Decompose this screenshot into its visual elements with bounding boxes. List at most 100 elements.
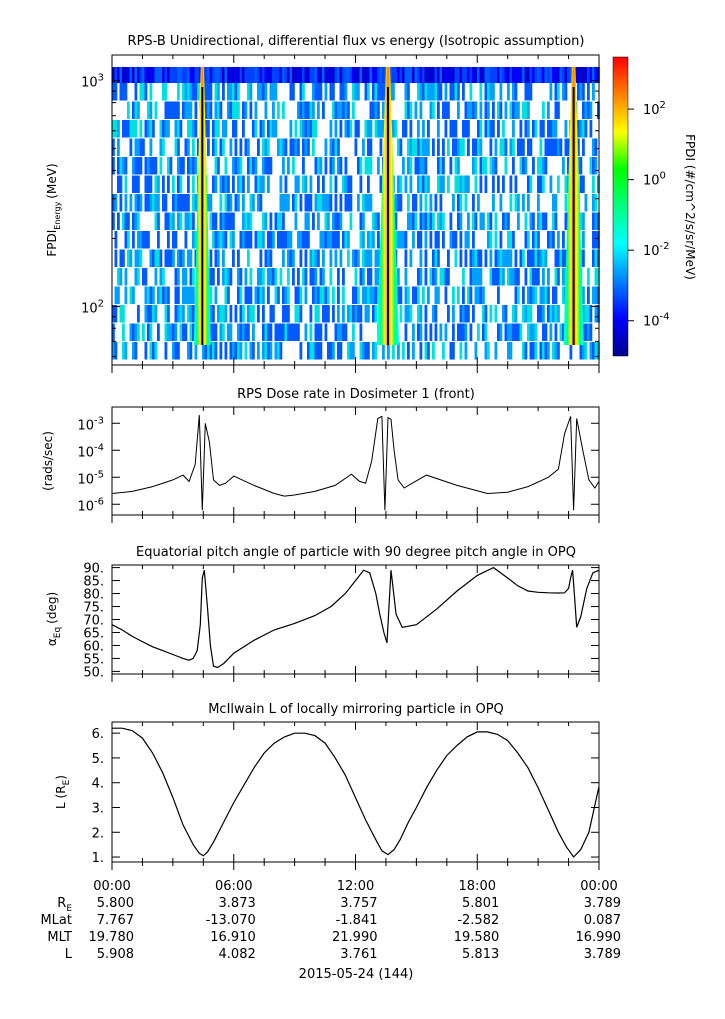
spectrogram-cell [542, 249, 545, 267]
spectrogram-cell [262, 157, 265, 175]
spectrogram-cell [314, 83, 318, 101]
spectrogram-cell [259, 194, 263, 212]
spectrogram-cell [189, 286, 193, 304]
spectrogram-cell [394, 67, 398, 83]
spectrogram-cell [282, 249, 285, 267]
spectrogram-cell [189, 157, 193, 175]
spectrogram-cell [314, 286, 318, 304]
spectrogram-cell [344, 231, 348, 249]
spectrogram-cell [392, 83, 395, 101]
spectrogram-cell [407, 212, 410, 230]
spectrogram-cell [159, 67, 163, 83]
spectrogram-cell [507, 83, 510, 101]
spectrogram-cell [337, 101, 340, 119]
spectrogram-cell [419, 212, 423, 230]
spectrogram-cell [157, 231, 160, 249]
spectrogram-cell [317, 249, 320, 267]
spectrogram-cell [329, 268, 333, 286]
spectrogram-cell [237, 157, 240, 175]
spectrogram-cell [594, 212, 598, 230]
spectrogram-cell [179, 157, 183, 175]
spectrogram-cell [399, 175, 403, 193]
y-tick-label: 6. [92, 727, 104, 742]
spectrogram-cell [414, 212, 418, 230]
spectrogram-cell [464, 249, 468, 267]
spectrogram-cell [362, 194, 365, 212]
spectrogram-cell [479, 83, 483, 101]
spectrogram-cell [322, 268, 325, 286]
spectrogram-cell [444, 83, 448, 101]
spectrogram-cell [144, 175, 148, 193]
time-tick-label: 00:00 [93, 879, 130, 894]
spectrogram-cell [487, 212, 490, 230]
ephemeris-row-label: RE [57, 896, 72, 914]
spectrogram-cell [344, 175, 348, 193]
spectrogram-cell [414, 67, 418, 83]
spectrogram-cell [367, 342, 370, 360]
spectrogram-cell [334, 231, 338, 249]
spectrogram-cell [344, 83, 348, 101]
spectrogram-cell [219, 67, 223, 83]
spectrogram-cell [312, 138, 315, 156]
spectrogram-cell [417, 83, 420, 101]
spectrogram-cell [359, 231, 363, 249]
spectrogram-cell [264, 101, 268, 119]
spectrogram-cell [584, 305, 588, 323]
spectrogram-cell [134, 138, 138, 156]
spectrogram-cell [284, 323, 288, 341]
spectrogram-cell [547, 305, 550, 323]
spectrogram-cell [167, 286, 170, 304]
spectrogram-cell [417, 305, 420, 323]
spectrogram-cell [532, 323, 535, 341]
spectrogram-cell [279, 342, 283, 360]
spectrogram-cell [214, 83, 218, 101]
spectrogram-cell [524, 212, 528, 230]
spectrogram-cell [337, 67, 340, 83]
spectrogram-cell [512, 268, 515, 286]
spectrogram-cell [564, 83, 568, 101]
spectrogram-cell [209, 212, 213, 230]
spectrogram-cell [329, 342, 333, 360]
spectrogram-cell [174, 268, 178, 286]
spectrogram-cell [312, 212, 315, 230]
ephemeris-row-label-main: L [65, 947, 73, 962]
spectrogram-cell [122, 212, 125, 230]
spectrogram-cell [319, 342, 323, 360]
spectrogram-cell [594, 194, 598, 212]
spectrogram-cell [559, 138, 563, 156]
spectrogram-cell [529, 212, 533, 230]
spectrogram-cell [274, 212, 278, 230]
spectrogram-cell [497, 249, 500, 267]
spectrogram-cell [372, 83, 375, 101]
spectrogram-cell [259, 175, 263, 193]
spectrogram-cell [224, 212, 228, 230]
spectrogram-cell [354, 268, 358, 286]
spectrogram-cell [297, 305, 300, 323]
spectrogram-cell [312, 342, 315, 360]
spectrogram-cell [309, 175, 313, 193]
spectrogram-cell [169, 101, 173, 119]
spectrogram-cell [222, 268, 225, 286]
spectrogram-cell [209, 101, 213, 119]
spectrogram-cell [164, 212, 168, 230]
spectrogram-cell [294, 286, 298, 304]
spectrogram-cell [424, 323, 428, 341]
spectrogram-cell [162, 194, 165, 212]
spectrogram-cell [279, 268, 283, 286]
spectrogram-cell [472, 101, 475, 119]
spectrogram-cell [299, 249, 303, 267]
spectrogram-cell [317, 286, 320, 304]
spectrogram-cell [407, 157, 410, 175]
spectrogram-cell [322, 286, 325, 304]
spectrogram-cell [449, 83, 453, 101]
spectrogram-cell [274, 67, 278, 83]
spectrogram-cell [512, 305, 515, 323]
spectrogram-cell [592, 342, 595, 360]
spectrogram-cell [269, 83, 273, 101]
spectrogram-cell [397, 268, 400, 286]
spectrogram-cell [257, 231, 260, 249]
spectrogram-cell [229, 83, 233, 101]
spectrogram-cell [542, 323, 545, 341]
spectrogram-cell [452, 231, 455, 249]
spectrogram-cell [564, 120, 568, 138]
